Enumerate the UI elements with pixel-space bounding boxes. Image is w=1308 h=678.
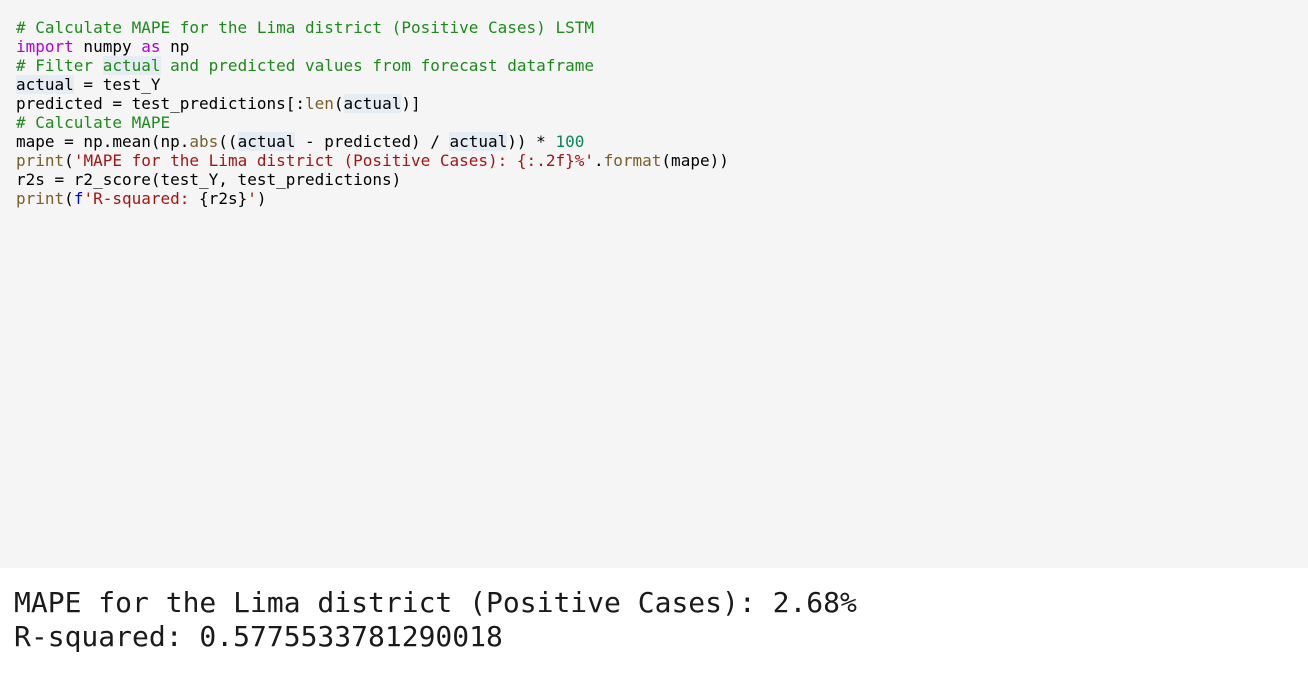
code-token: len (304, 94, 334, 113)
code-token: actual (237, 132, 296, 151)
code-line: import numpy as np (16, 37, 1308, 56)
code-line: mape = np.mean(np.abs((actual - predicte… (16, 132, 1308, 151)
code-token: predicted = test_predictions[: (16, 94, 305, 113)
code-token: as (141, 37, 161, 56)
code-token: (mape)) (661, 151, 729, 170)
code-line: predicted = test_predictions[:len(actual… (16, 94, 1308, 113)
code-token: numpy (73, 37, 142, 56)
code-token: r2s = r2_score(test_Y, test_predictions) (16, 170, 402, 189)
cell-output: MAPE for the Lima district (Positive Cas… (0, 568, 1308, 678)
code-token: print (16, 151, 65, 170)
code-token: 'R-squared: (83, 189, 200, 208)
code-token: # Filter (16, 56, 103, 75)
code-token: ' (247, 189, 257, 208)
code-token: )] (401, 94, 421, 113)
code-token: )) * (507, 132, 556, 151)
code-token: import (16, 37, 74, 56)
code-token: format (603, 151, 662, 170)
code-token: print (16, 189, 65, 208)
code-token: np (160, 37, 190, 56)
code-line: # Calculate MAPE (16, 113, 1308, 132)
code-line: # Calculate MAPE for the Lima district (… (16, 18, 1308, 37)
code-token: - predicted) / (295, 132, 450, 151)
code-token: ( (333, 94, 344, 113)
code-token: actual (343, 94, 402, 113)
code-token: ( (64, 151, 74, 170)
code-line: print(f'R-squared: {r2s}') (16, 189, 1308, 208)
code-input: # Calculate MAPE for the Lima district (… (16, 18, 1308, 208)
code-token: # Calculate MAPE (16, 113, 171, 132)
code-token: 'MAPE for the Lima district (Positive Ca… (73, 151, 594, 170)
code-token: # Calculate MAPE for the Lima district (… (16, 18, 594, 37)
code-token: actual (449, 132, 508, 151)
code-line: print('MAPE for the Lima district (Posit… (16, 151, 1308, 170)
code-token: {r2s} (199, 189, 248, 208)
code-token: abs (189, 132, 219, 151)
code-token: f (73, 189, 84, 208)
code-token: (( (218, 132, 238, 151)
code-token: 100 (555, 132, 585, 151)
code-line: actual = test_Y (16, 75, 1308, 94)
code-token: actual (16, 75, 74, 94)
code-token: mape = np.mean(np. (16, 132, 190, 151)
code-line: # Filter actual and predicted values fro… (16, 56, 1308, 75)
output-line: R-squared: 0.5775533781290018 (14, 620, 503, 653)
code-token: actual (102, 56, 161, 75)
code-token: = test_Y (73, 75, 161, 94)
code-line: r2s = r2_score(test_Y, test_predictions) (16, 170, 1308, 189)
code-token: ) (256, 189, 267, 208)
code-token: and predicted values from forecast dataf… (160, 56, 594, 75)
code-token: . (593, 151, 604, 170)
output-line: MAPE for the Lima district (Positive Cas… (14, 586, 857, 619)
code-token: ( (64, 189, 74, 208)
